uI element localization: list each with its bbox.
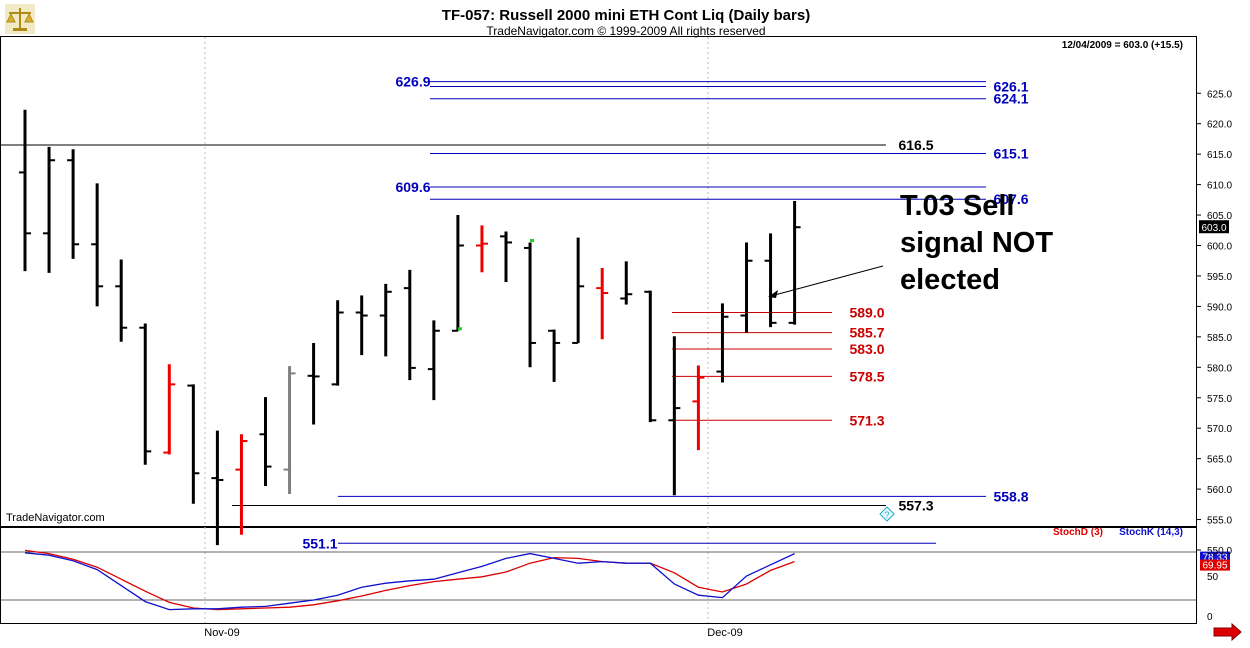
ohlc-bar <box>427 320 440 401</box>
stochk-value-label: 78.33 <box>1202 553 1227 564</box>
ohlc-bar <box>403 269 416 381</box>
level-label-616.5: 616.5 <box>898 137 933 153</box>
annotation-line-2: signal NOT <box>900 227 1053 259</box>
ohlc-bar <box>91 183 104 307</box>
y-tick-label: 565.0 <box>1207 455 1232 466</box>
ohlc-bar <box>331 300 344 386</box>
y-tick-label: 620.0 <box>1207 120 1232 131</box>
ohlc-bar <box>115 259 128 342</box>
ohlc-bar <box>355 295 368 356</box>
level-label-609.6: 609.6 <box>395 179 430 195</box>
ohlc-bar <box>307 342 320 425</box>
ohlc-bar <box>163 364 176 455</box>
ohlc-bar <box>235 434 248 535</box>
diamond-question-icon[interactable]: ? <box>879 506 895 522</box>
legend-stochk: StochK (14,3) <box>1119 527 1183 538</box>
stochk-value-tag <box>1200 551 1230 563</box>
ohlc-bar <box>572 237 585 344</box>
x-tick-label: Dec-09 <box>707 627 742 639</box>
ohlc-bar <box>43 146 56 273</box>
y-tick-label: 615.0 <box>1207 150 1232 161</box>
y-tick-label: 590.0 <box>1207 302 1232 313</box>
level-label-557.3: 557.3 <box>898 498 933 514</box>
y-tick-label: 595.0 <box>1207 272 1232 283</box>
ohlc-bar <box>475 225 488 273</box>
ohlc-bar <box>139 323 152 465</box>
x-tick-label: Nov-09 <box>204 627 239 639</box>
ohlc-bar <box>524 242 537 368</box>
stochd-value-label: 69.95 <box>1202 561 1227 572</box>
ohlc-bar <box>596 268 609 340</box>
annotation-arrowhead <box>768 290 778 298</box>
annotation-pointer <box>770 265 884 297</box>
level-label-585.7: 585.7 <box>849 325 884 341</box>
y-tick-label: 585.0 <box>1207 333 1232 344</box>
ohlc-bar <box>19 109 31 272</box>
level-label-578.5: 578.5 <box>849 368 884 384</box>
y-tick-label: 550.0 <box>1207 546 1232 557</box>
price-panel-frame <box>0 36 1197 527</box>
ohlc-bar <box>716 303 729 383</box>
level-label-558.8: 558.8 <box>993 488 1028 504</box>
last-price-tag <box>1199 220 1229 234</box>
ohlc-bar <box>764 233 777 328</box>
ohlc-bar <box>211 430 224 546</box>
ohlc-bar <box>668 336 681 496</box>
ohlc-bar <box>187 384 200 504</box>
annotation-line-3: elected <box>900 264 1000 296</box>
ohlc-bar <box>283 366 296 494</box>
right-arrow-icon[interactable] <box>1213 622 1242 642</box>
level-label-571.3: 571.3 <box>849 412 884 428</box>
ohlc-bar <box>692 365 705 451</box>
stoch-y-tick-label: 50 <box>1207 572 1219 583</box>
ohlc-bar <box>548 329 561 382</box>
level-label-626.1: 626.1 <box>993 79 1028 95</box>
y-tick-label: 570.0 <box>1207 424 1232 435</box>
annotation-line-1: T.03 Sell <box>900 190 1014 222</box>
stoch-series-line-0 <box>24 549 795 611</box>
ohlc-bar <box>500 231 512 283</box>
level-label-624.1: 624.1 <box>993 91 1028 107</box>
copyright-line: TradeNavigator.com © 1999-2009 All right… <box>486 24 765 38</box>
stoch-y-tick-label: 0 <box>1207 612 1213 623</box>
y-tick-label: 580.0 <box>1207 363 1232 374</box>
chart-title: TF-057: Russell 2000 mini ETH Cont Liq (… <box>442 7 810 24</box>
stoch-series-line-1 <box>24 552 795 611</box>
balance-scale-icon <box>5 4 35 34</box>
level-label-589.0: 589.0 <box>849 304 884 320</box>
last-price-tag-label: 603.0 <box>1201 223 1226 234</box>
y-tick-label: 575.0 <box>1207 394 1232 405</box>
level-label-583.0: 583.0 <box>849 341 884 357</box>
ohlc-bar <box>451 215 464 332</box>
ohlc-bar <box>379 283 392 357</box>
level-label-551.1: 551.1 <box>302 535 337 551</box>
watermark-text: TradeNavigator.com <box>6 512 105 524</box>
stochastic-panel-frame <box>0 527 1197 624</box>
ohlc-bar <box>788 201 801 325</box>
legend-stochd: StochD (3) <box>1053 527 1103 538</box>
ohlc-bar <box>644 290 657 423</box>
svg-text:?: ? <box>884 510 889 520</box>
level-label-615.1: 615.1 <box>993 146 1028 162</box>
status-readout: 12/04/2009 = 603.0 (+15.5) <box>1062 40 1183 51</box>
ohlc-bar <box>259 397 272 487</box>
y-tick-label: 625.0 <box>1207 89 1232 100</box>
y-tick-label: 605.0 <box>1207 211 1232 222</box>
ohlc-bar <box>740 242 753 333</box>
y-tick-label: 600.0 <box>1207 242 1232 253</box>
y-tick-label: 610.0 <box>1207 181 1232 192</box>
ohlc-bar <box>67 149 80 259</box>
level-label-607.6: 607.6 <box>993 191 1028 207</box>
y-tick-label: 560.0 <box>1207 485 1232 496</box>
y-tick-label: 555.0 <box>1207 516 1232 527</box>
ohlc-bar <box>620 261 633 305</box>
stochd-value-tag <box>1200 559 1230 571</box>
level-label-626.9: 626.9 <box>395 74 430 90</box>
